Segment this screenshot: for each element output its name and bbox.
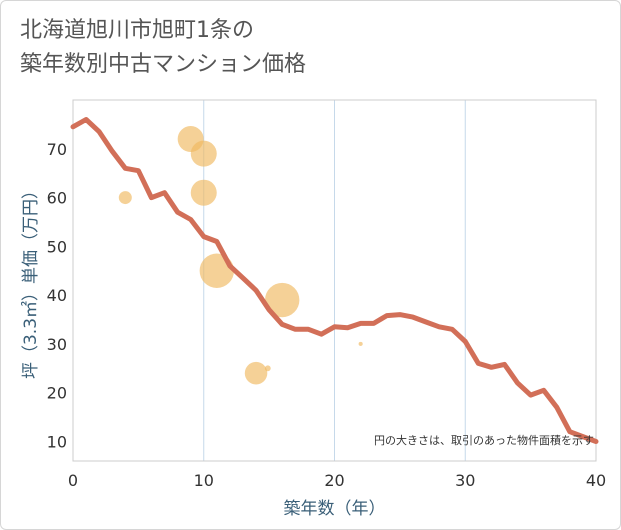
x-tick-0: 0 [68, 471, 78, 490]
bubble-point-5 [244, 361, 268, 385]
bubble-point-3 [190, 179, 217, 206]
bubble-point-7 [265, 282, 300, 318]
bubble-layer [118, 126, 363, 385]
bubble-point-8 [358, 341, 363, 346]
y-tick-40: 40 [47, 286, 67, 305]
bubble-point-6 [264, 365, 271, 372]
y-axis-label: 坪（3.3㎡）単価（万円） [21, 182, 41, 379]
chart-title-line-2: 築年数別中古マンション価格 [20, 52, 307, 77]
x-tick-labels: 0 10 20 30 40 [68, 471, 606, 490]
x-tick-20: 20 [324, 471, 344, 490]
y-tick-labels: 10 20 30 40 50 60 70 [47, 140, 67, 452]
y-tick-30: 30 [47, 335, 67, 354]
y-tick-10: 10 [47, 432, 67, 451]
bubble-point-0 [118, 191, 132, 205]
x-axis-label: 築年数（年） [284, 499, 386, 519]
y-tick-70: 70 [47, 140, 67, 159]
y-tick-50: 50 [47, 237, 67, 256]
plot-border [72, 99, 597, 462]
x-tick-10: 10 [194, 471, 214, 490]
x-tick-40: 40 [586, 471, 606, 490]
chart-title: 北海道旭川市旭町1条の 築年数別中古マンション価格 [20, 14, 306, 82]
y-tick-60: 60 [47, 189, 67, 208]
y-tick-20: 20 [47, 384, 67, 403]
bubble-point-2 [190, 140, 217, 167]
chart-title-line-1: 北海道旭川市旭町1条の [20, 18, 254, 43]
price-line [70, 117, 599, 444]
size-note: 円の大きさは、取引のあった物件面積を示す [374, 433, 594, 447]
x-tick-30: 30 [455, 471, 475, 490]
